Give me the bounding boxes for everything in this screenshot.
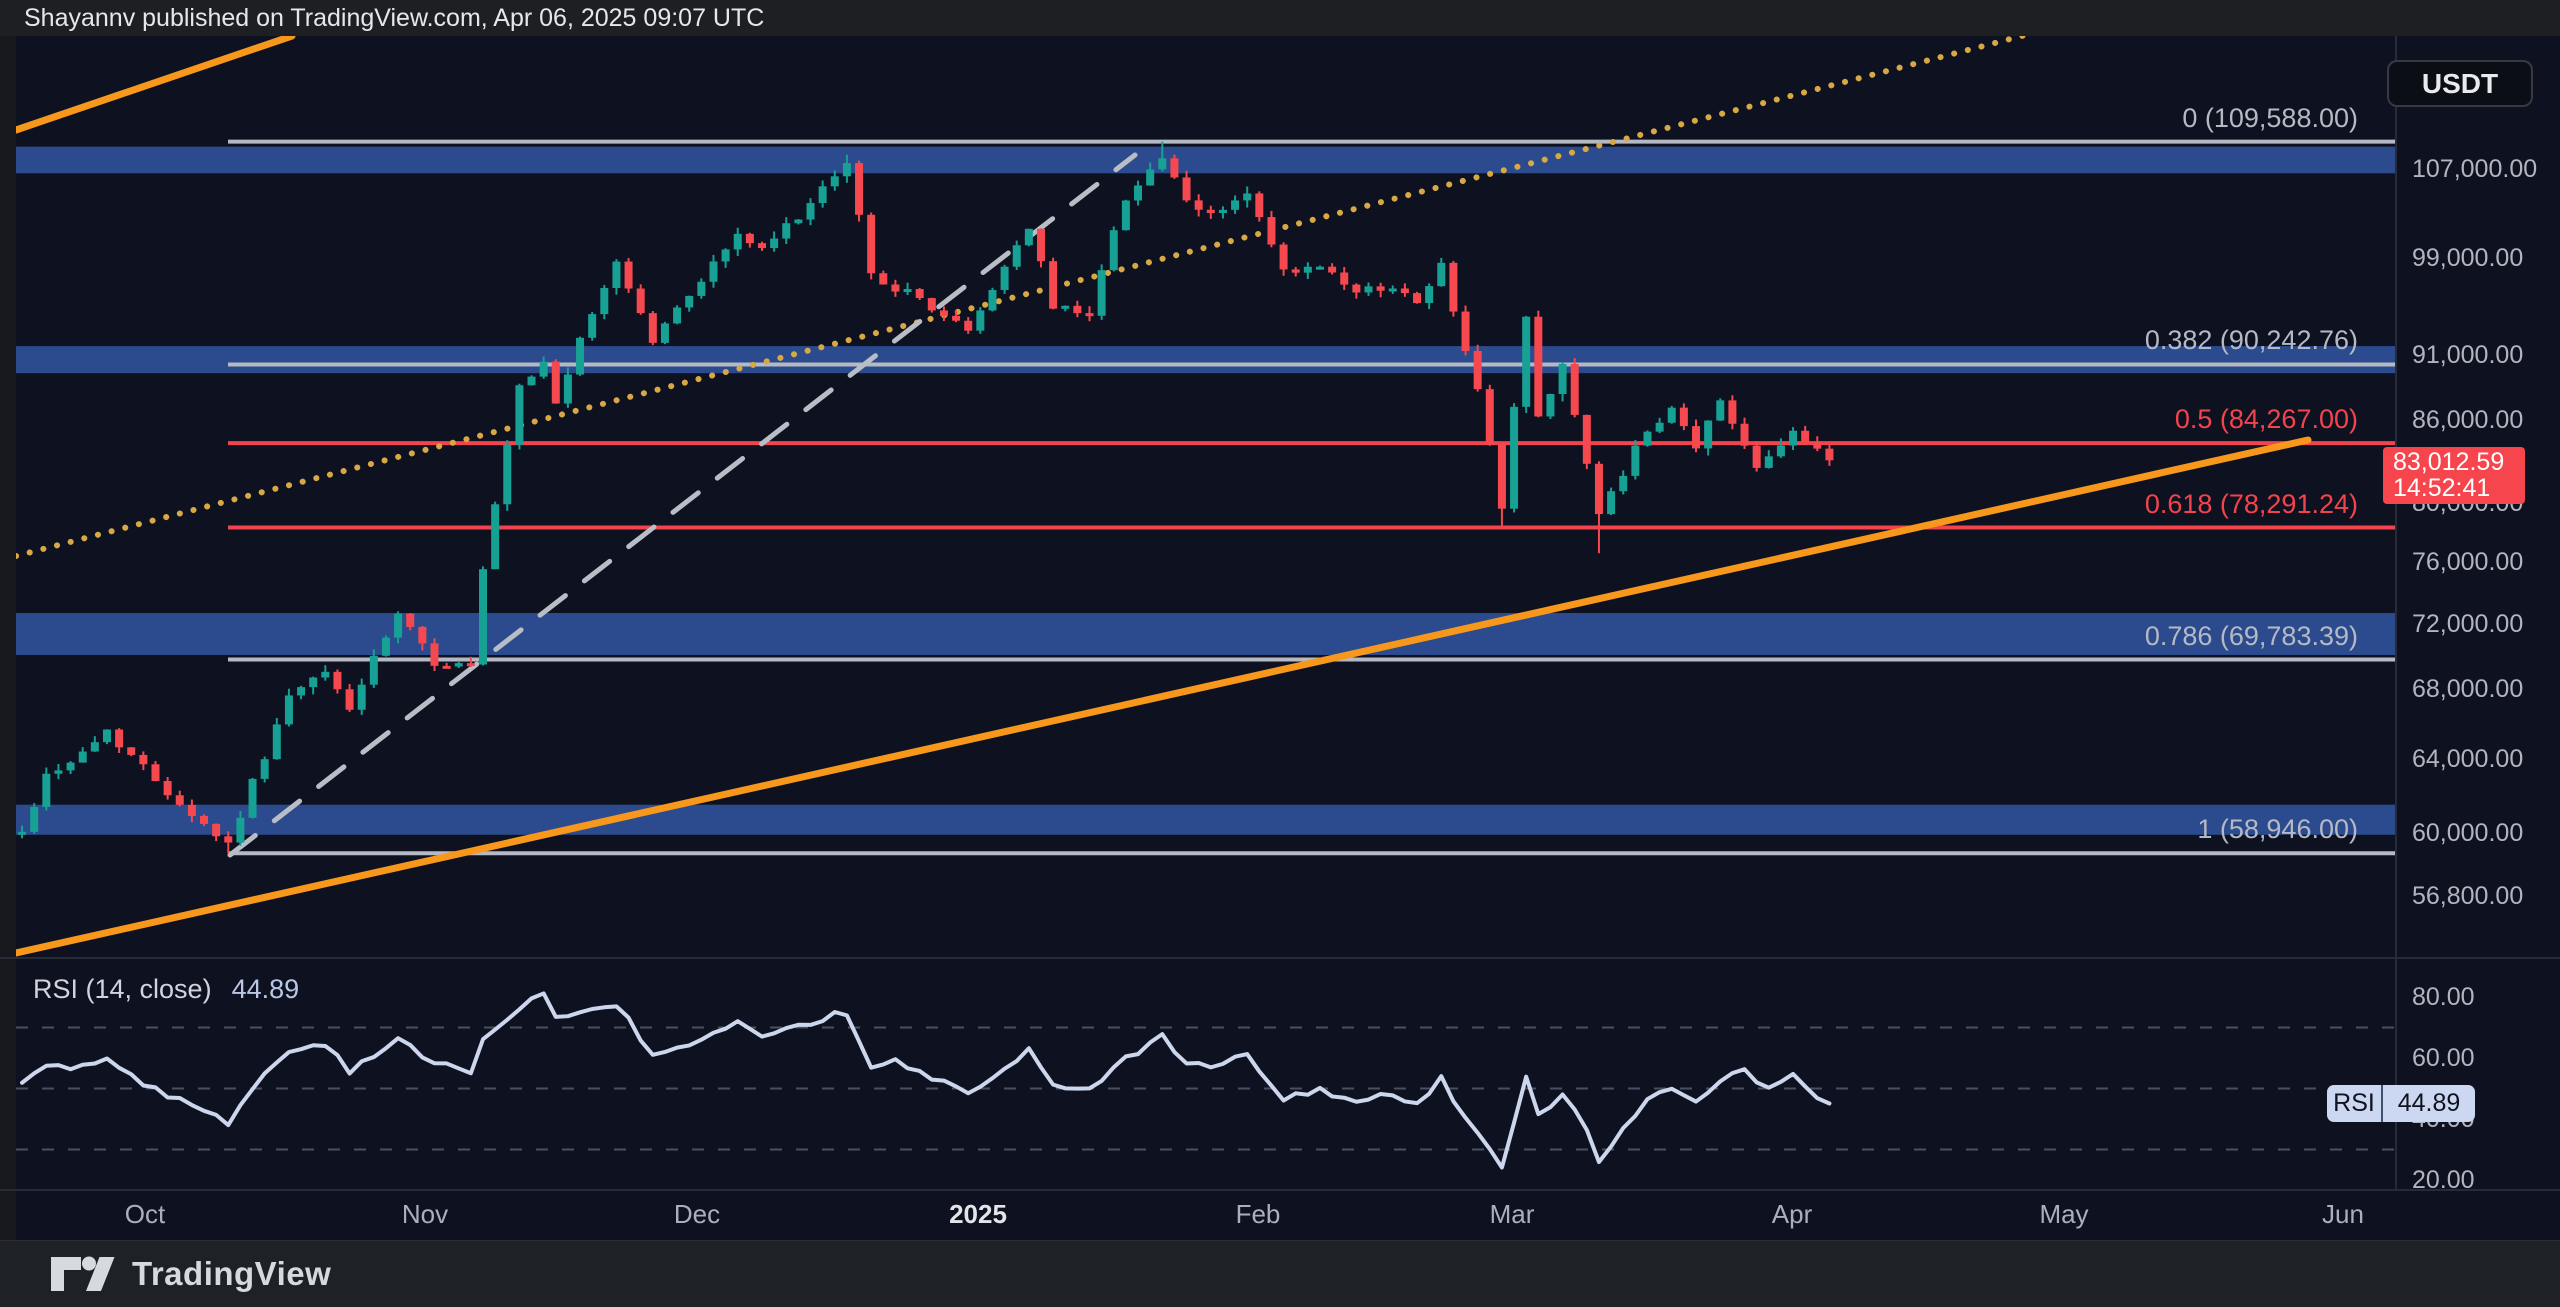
rsi-scale-label: 80.00 <box>2412 983 2475 1011</box>
time-axis-label-May: May <box>2039 1199 2089 1229</box>
rsi-indicator-title[interactable]: RSI (14, close) 44.89 <box>33 974 299 1005</box>
time-axis-label-Dec: Dec <box>673 1199 721 1229</box>
currency-toggle-usdt[interactable]: USDT <box>2387 60 2533 107</box>
time-axis-label-Mar: Mar <box>1489 1199 1535 1229</box>
tradingview-logo-text: TradingView <box>132 1255 332 1292</box>
price-scale-label: 99,000.00 <box>2412 244 2524 273</box>
rsi-value-badge: RSI 44.89 <box>2327 1085 2475 1123</box>
rsi-pane[interactable] <box>16 991 2396 1170</box>
price-scale-label: 91,000.00 <box>2412 340 2524 369</box>
rally-dashed-trendline[interactable] <box>227 152 1138 858</box>
price-scale-label: 64,000.00 <box>2412 744 2524 773</box>
current-price-value: 83,012.59 <box>2393 448 2505 477</box>
price-scale-label: 56,800.00 <box>2412 881 2524 910</box>
price-scale[interactable]: 107,000.0099,000.0091,000.0086,000.0080,… <box>2396 36 2560 1190</box>
supply-demand-zone[interactable] <box>16 146 2396 174</box>
price-scale-label: 107,000.00 <box>2412 155 2538 183</box>
time-axis-label-2025: 2025 <box>949 1199 1007 1229</box>
price-scale-label: 76,000.00 <box>2412 547 2524 576</box>
time-axis-label-Feb: Feb <box>1235 1199 1281 1229</box>
footer-bar: TradingView <box>0 1240 2560 1307</box>
rsi-scale-label: 60.00 <box>2412 1044 2475 1072</box>
time-axis-label-Nov: Nov <box>401 1199 449 1229</box>
attribution-header: Shayannv published on TradingView.com, A… <box>0 0 2560 36</box>
chart-canvas[interactable] <box>0 36 2560 1240</box>
rsi-badge-value: 44.89 <box>2397 1089 2461 1118</box>
rsi-current-value: 44.89 <box>231 974 300 1004</box>
bar-countdown: 14:52:41 <box>2393 474 2491 503</box>
attribution-text: Shayannv published on TradingView.com, A… <box>24 4 765 32</box>
supply-demand-zone[interactable] <box>16 346 2396 374</box>
rsi-title-text: RSI (14, close) <box>33 974 212 1004</box>
price-scale-label: 68,000.00 <box>2412 675 2524 704</box>
rsi-badge-label: RSI <box>2327 1085 2383 1123</box>
time-axis[interactable]: Oct Nov Dec 2025 Feb Mar Apr May Jun <box>0 1190 2396 1240</box>
tradingview-logo[interactable]: TradingView <box>50 1255 331 1293</box>
upper-orange-solid-trendline[interactable] <box>16 36 296 134</box>
price-scale-label: 60,000.00 <box>2412 818 2524 847</box>
time-axis-label-Oct: Oct <box>124 1199 166 1229</box>
tradingview-logo-icon <box>51 1256 115 1291</box>
price-scale-label: 72,000.00 <box>2412 609 2524 638</box>
currency-label: USDT <box>2421 67 2499 99</box>
candlestick-series <box>18 141 1834 854</box>
rsi-line <box>20 991 1832 1170</box>
support-orange-solid-trendline[interactable] <box>16 436 2312 957</box>
supply-demand-zone[interactable] <box>16 804 2396 835</box>
price-scale-label: 86,000.00 <box>2412 405 2524 434</box>
supply-demand-zone[interactable] <box>16 613 2396 655</box>
diagonal-dotted-trendline[interactable] <box>16 36 2045 559</box>
rsi-scale-label: 20.00 <box>2412 1166 2475 1194</box>
time-axis-label-Apr: Apr <box>1771 1199 1813 1229</box>
main-pane[interactable] <box>16 36 2396 957</box>
current-price-badge: 83,012.59 14:52:41 <box>2383 447 2525 505</box>
time-axis-label-Jun: Jun <box>2322 1199 2364 1229</box>
